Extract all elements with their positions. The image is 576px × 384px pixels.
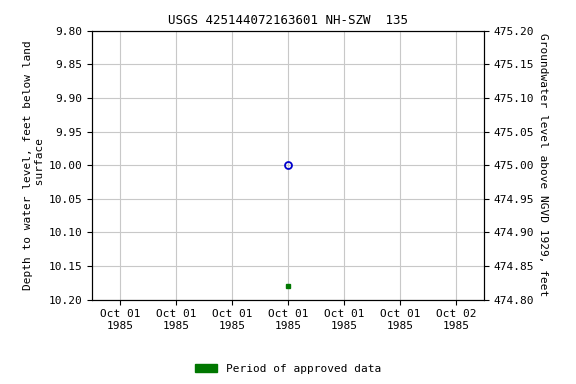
Title: USGS 425144072163601 NH-SZW  135: USGS 425144072163601 NH-SZW 135 (168, 14, 408, 27)
Legend: Period of approved data: Period of approved data (191, 359, 385, 379)
Y-axis label: Groundwater level above NGVD 1929, feet: Groundwater level above NGVD 1929, feet (538, 33, 548, 297)
Y-axis label: Depth to water level, feet below land
 surface: Depth to water level, feet below land su… (23, 40, 44, 290)
